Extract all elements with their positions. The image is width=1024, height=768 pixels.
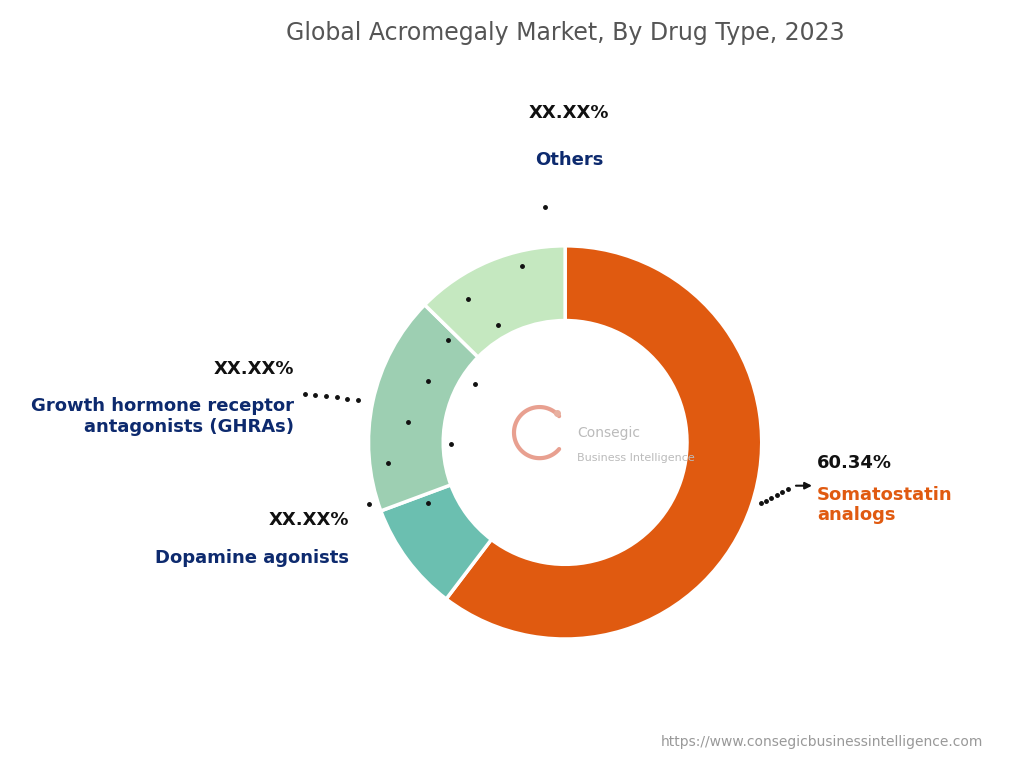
Text: 60.34%: 60.34% [817,454,892,472]
Text: Others: Others [535,151,603,170]
Text: Business Intelligence: Business Intelligence [577,453,694,463]
Wedge shape [369,305,478,511]
Text: Growth hormone receptor
antagonists (GHRAs): Growth hormone receptor antagonists (GHR… [31,397,294,436]
Text: Consegic: Consegic [577,425,640,439]
Wedge shape [425,246,565,357]
Text: XX.XX%: XX.XX% [528,104,609,122]
Circle shape [445,323,685,562]
Title: Global Acromegaly Market, By Drug Type, 2023: Global Acromegaly Market, By Drug Type, … [286,21,845,45]
Wedge shape [381,485,492,599]
Wedge shape [446,246,762,639]
Text: https://www.consegicbusinessintelligence.com: https://www.consegicbusinessintelligence… [660,735,983,749]
Text: Somatostatin
analogs: Somatostatin analogs [817,485,952,525]
Text: XX.XX%: XX.XX% [213,359,294,378]
Text: XX.XX%: XX.XX% [268,511,349,529]
Text: Dopamine agonists: Dopamine agonists [155,548,349,567]
